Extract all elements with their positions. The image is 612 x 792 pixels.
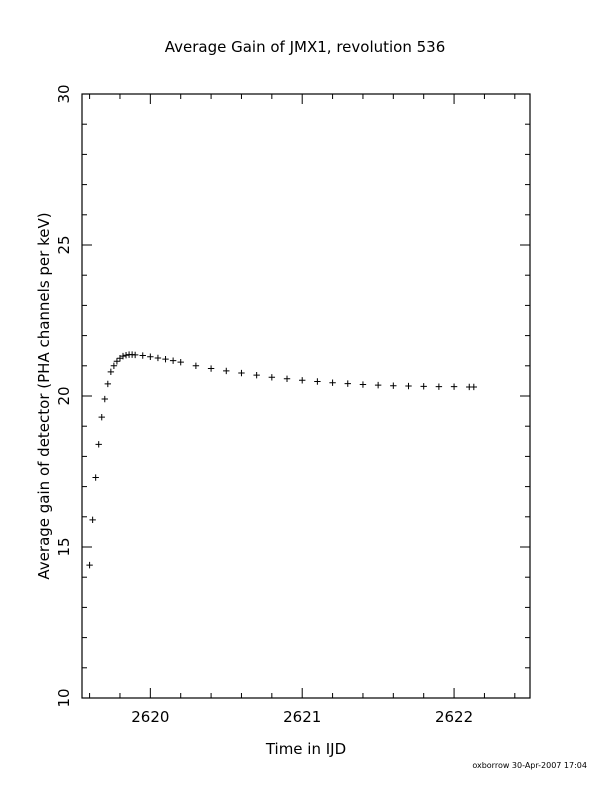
y-tick-label: 20 bbox=[55, 386, 73, 405]
data-point bbox=[131, 351, 139, 359]
x-axis-label: Time in IJD bbox=[265, 740, 346, 758]
data-point bbox=[374, 381, 382, 389]
data-point bbox=[101, 395, 108, 403]
data-point bbox=[299, 377, 306, 384]
y-tick-label: 15 bbox=[55, 537, 73, 556]
y-tick-labels: 10 15 20 25 30 bbox=[55, 84, 73, 707]
footer-stamp: oxborrow 30-Apr-2007 17:04 bbox=[472, 761, 587, 770]
data-point bbox=[89, 516, 96, 524]
data-point bbox=[344, 380, 351, 387]
data-point bbox=[435, 383, 443, 390]
data-point bbox=[110, 362, 118, 369]
x-tick-label: 2621 bbox=[283, 708, 321, 726]
data-point bbox=[283, 375, 291, 382]
data-point bbox=[113, 358, 121, 365]
data-point bbox=[92, 474, 99, 481]
y-tick-label: 30 bbox=[55, 84, 73, 103]
data-points bbox=[86, 351, 478, 569]
data-point bbox=[104, 380, 112, 388]
data-point bbox=[177, 358, 184, 366]
data-point bbox=[95, 441, 102, 448]
data-point bbox=[86, 561, 93, 569]
data-point bbox=[329, 379, 336, 386]
data-point bbox=[470, 383, 478, 391]
data-point bbox=[238, 369, 245, 377]
data-point bbox=[147, 353, 154, 360]
data-point bbox=[162, 355, 169, 363]
data-point bbox=[405, 382, 412, 390]
data-point bbox=[107, 368, 115, 376]
data-point bbox=[169, 357, 177, 364]
data-point bbox=[207, 365, 215, 372]
data-point bbox=[223, 367, 230, 375]
y-axis-label: Average gain of detector (PHA channels p… bbox=[35, 212, 53, 579]
x-tick-labels: 2620 2621 2622 bbox=[131, 708, 473, 726]
data-point bbox=[192, 362, 200, 369]
data-point bbox=[390, 382, 397, 389]
chart-title: Average Gain of JMX1, revolution 536 bbox=[165, 38, 446, 56]
data-point bbox=[420, 383, 427, 390]
data-point bbox=[268, 374, 276, 381]
data-point bbox=[122, 352, 130, 359]
data-point bbox=[253, 371, 260, 379]
data-point bbox=[119, 352, 127, 360]
data-point bbox=[98, 413, 105, 421]
plot-frame bbox=[81, 93, 531, 699]
data-point bbox=[450, 383, 458, 390]
data-point bbox=[139, 352, 146, 359]
data-point bbox=[359, 381, 367, 388]
data-point bbox=[154, 354, 162, 362]
data-point bbox=[314, 378, 321, 385]
x-tick-label: 2622 bbox=[435, 708, 473, 726]
x-tick-label: 2620 bbox=[131, 708, 169, 726]
y-tick-label: 25 bbox=[55, 235, 73, 254]
axis-ticks bbox=[82, 93, 530, 699]
y-tick-label: 10 bbox=[55, 688, 73, 707]
